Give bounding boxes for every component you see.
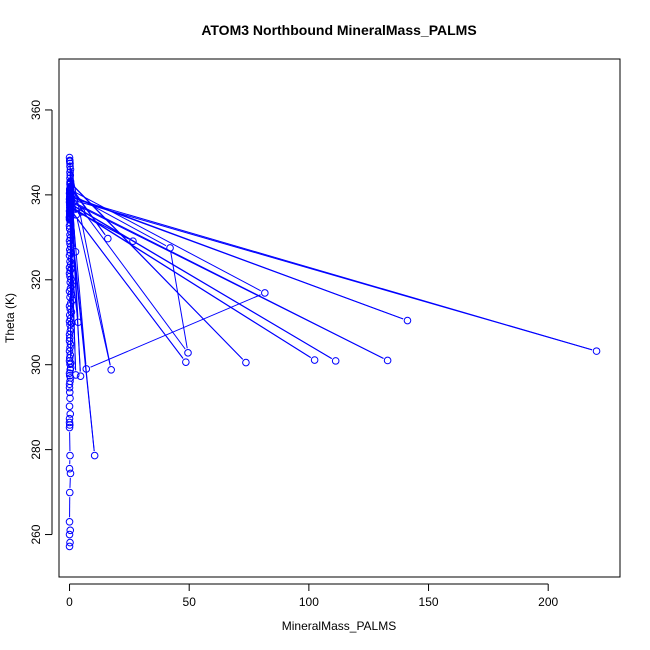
- chart-title: ATOM3 Northbound MineralMass_PALMS: [201, 22, 476, 38]
- series-lines: [69, 162, 593, 518]
- data-point: [66, 359, 75, 367]
- data-point: [66, 278, 75, 287]
- data-point: [65, 418, 74, 427]
- data-point: [65, 423, 74, 432]
- data-point: [331, 357, 340, 365]
- data-point: [65, 518, 74, 526]
- series-segment: [74, 197, 404, 320]
- data-point: [66, 305, 75, 313]
- data-point: [66, 377, 74, 386]
- data-point: [65, 157, 74, 166]
- data-point: [403, 316, 412, 325]
- data-point: [68, 319, 76, 327]
- y-tick-label: 340: [29, 185, 43, 205]
- series-segment: [76, 219, 111, 366]
- series-segment: [170, 252, 188, 349]
- data-point: [65, 542, 74, 551]
- series-segment: [74, 208, 311, 359]
- series-segment: [72, 185, 244, 360]
- data-point: [310, 356, 319, 364]
- data-point: [66, 469, 75, 478]
- data-point: [65, 388, 74, 397]
- series-segment: [73, 198, 186, 350]
- data-point: [66, 239, 74, 248]
- data-point: [66, 394, 74, 403]
- series-points: [65, 153, 601, 551]
- data-point: [66, 248, 75, 257]
- data-point: [242, 358, 250, 367]
- data-point: [65, 488, 74, 497]
- data-point: [65, 530, 74, 539]
- x-tick-label: 50: [183, 595, 197, 609]
- data-point: [107, 366, 115, 374]
- y-tick-label: 300: [29, 354, 43, 374]
- series-segment: [73, 206, 332, 359]
- y-tick-label: 280: [29, 439, 43, 459]
- data-point: [184, 349, 192, 357]
- x-tick-label: 100: [299, 595, 319, 609]
- series-segment: [90, 294, 261, 368]
- data-point: [592, 347, 601, 355]
- data-point: [66, 165, 75, 174]
- series-segment: [73, 191, 261, 292]
- data-point: [65, 464, 74, 473]
- data-point: [166, 244, 174, 252]
- x-axis: 0 50 100 150 200: [66, 583, 559, 609]
- y-tick-label: 260: [29, 524, 43, 544]
- data-point: [65, 153, 74, 162]
- x-tick-label: 200: [538, 595, 558, 609]
- data-point: [66, 272, 74, 281]
- data-point: [77, 208, 86, 216]
- data-point: [129, 237, 137, 245]
- y-tick-label: 360: [29, 100, 43, 120]
- data-point: [66, 168, 74, 177]
- data-point: [65, 402, 74, 411]
- data-point: [65, 215, 74, 224]
- data-point: [66, 351, 75, 359]
- x-axis-label: MineralMass_PALMS: [282, 619, 396, 633]
- data-point: [66, 266, 75, 275]
- x-tick-label: 150: [419, 595, 439, 609]
- data-point: [66, 526, 75, 535]
- data-point: [71, 371, 80, 379]
- data-point: [71, 247, 80, 256]
- data-point: [66, 174, 74, 183]
- data-point: [66, 162, 74, 171]
- data-point: [65, 371, 74, 380]
- data-point: [66, 451, 74, 460]
- x-tick-label: 0: [66, 595, 73, 609]
- data-point: [66, 260, 75, 269]
- y-axis: 260 280 300 320 340 360: [29, 100, 53, 545]
- data-point: [182, 358, 190, 366]
- y-tick-label: 320: [29, 269, 43, 289]
- data-point: [66, 538, 74, 547]
- data-point: [65, 251, 74, 260]
- data-point: [104, 234, 112, 243]
- plot-frame: [58, 58, 621, 578]
- data-point: [66, 233, 75, 242]
- data-point: [65, 269, 74, 278]
- data-point: [383, 356, 392, 365]
- data-point: [66, 410, 75, 418]
- series-segment: [73, 203, 384, 359]
- series-segment: [73, 213, 184, 359]
- data-point: [76, 372, 85, 380]
- data-point: [90, 451, 99, 460]
- data-point: [82, 365, 91, 373]
- data-point: [65, 414, 74, 423]
- y-axis-label: Theta (K): [3, 293, 17, 343]
- series-segment: [74, 199, 593, 351]
- data-point: [65, 225, 74, 233]
- data-point: [67, 264, 76, 273]
- series-segment: [74, 210, 130, 240]
- data-point: [261, 289, 269, 297]
